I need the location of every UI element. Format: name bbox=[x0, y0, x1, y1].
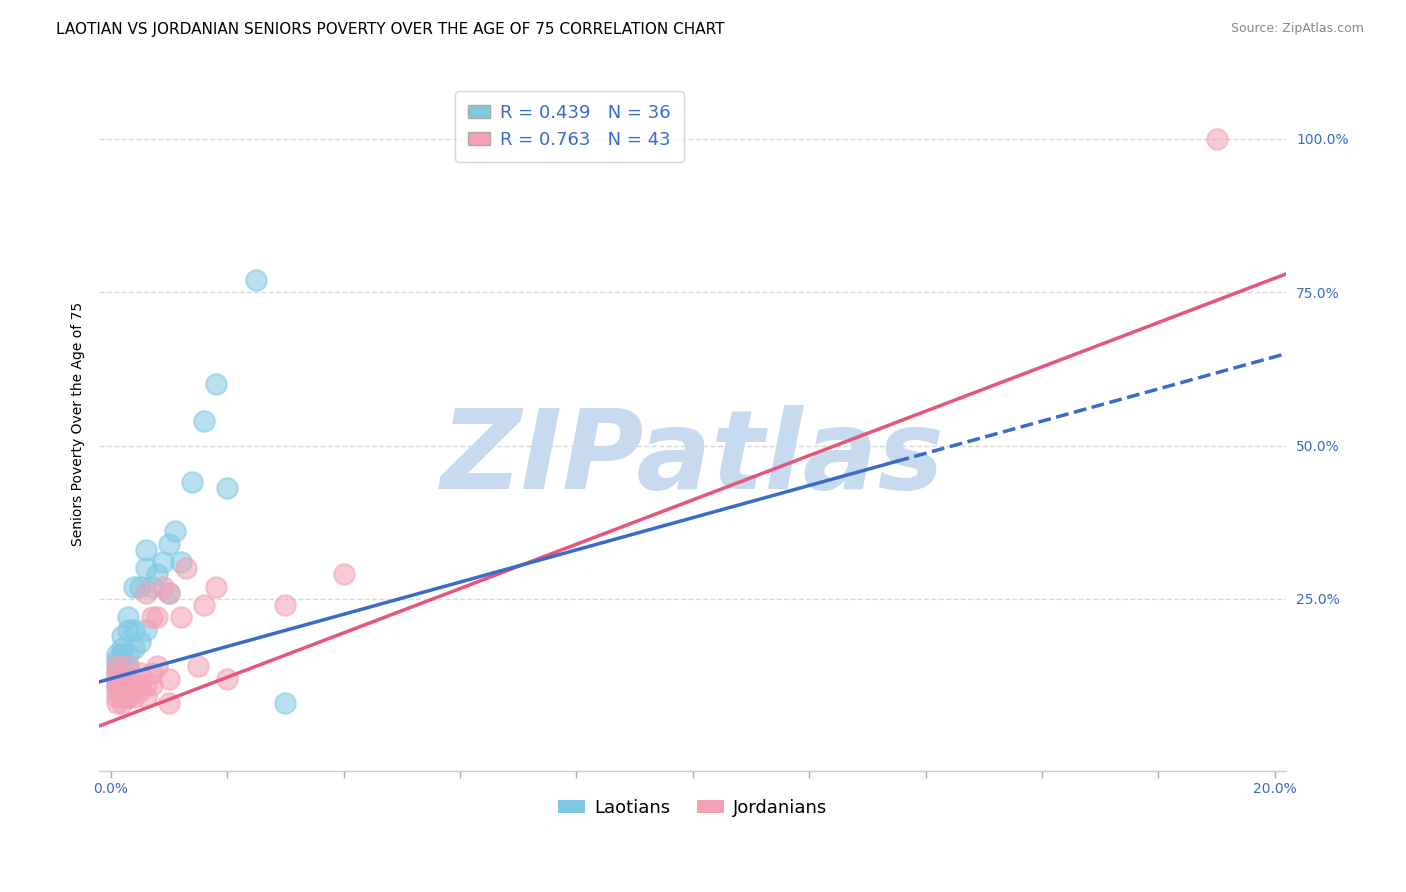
Point bbox=[111, 647, 134, 661]
Point bbox=[105, 678, 128, 692]
Point bbox=[146, 610, 169, 624]
Point bbox=[128, 665, 150, 680]
Point bbox=[117, 690, 139, 704]
Point bbox=[105, 672, 128, 686]
Point bbox=[105, 696, 128, 710]
Point bbox=[204, 580, 226, 594]
Point bbox=[157, 537, 180, 551]
Point bbox=[122, 580, 145, 594]
Text: Source: ZipAtlas.com: Source: ZipAtlas.com bbox=[1230, 22, 1364, 36]
Point bbox=[169, 555, 191, 569]
Point bbox=[157, 672, 180, 686]
Point bbox=[204, 377, 226, 392]
Point bbox=[105, 665, 128, 680]
Point bbox=[157, 586, 180, 600]
Point bbox=[146, 567, 169, 582]
Point bbox=[187, 659, 209, 673]
Point bbox=[128, 580, 150, 594]
Point bbox=[105, 678, 128, 692]
Point bbox=[122, 690, 145, 704]
Point bbox=[141, 610, 163, 624]
Point bbox=[141, 665, 163, 680]
Point bbox=[135, 678, 157, 692]
Point bbox=[181, 475, 204, 490]
Point bbox=[176, 561, 198, 575]
Point bbox=[152, 580, 174, 594]
Point bbox=[111, 678, 134, 692]
Point bbox=[332, 567, 354, 582]
Point bbox=[245, 273, 267, 287]
Point bbox=[111, 640, 134, 655]
Point bbox=[117, 659, 139, 673]
Point bbox=[111, 690, 134, 704]
Point bbox=[152, 555, 174, 569]
Point bbox=[193, 414, 215, 428]
Point bbox=[105, 647, 128, 661]
Point bbox=[105, 665, 128, 680]
Point bbox=[105, 684, 128, 698]
Point bbox=[217, 482, 239, 496]
Point bbox=[111, 684, 134, 698]
Point bbox=[169, 610, 191, 624]
Point bbox=[128, 635, 150, 649]
Point bbox=[157, 696, 180, 710]
Point bbox=[135, 623, 157, 637]
Point bbox=[122, 623, 145, 637]
Point bbox=[111, 659, 134, 673]
Point bbox=[146, 659, 169, 673]
Point bbox=[117, 623, 139, 637]
Point bbox=[122, 640, 145, 655]
Point bbox=[135, 586, 157, 600]
Point bbox=[1205, 132, 1227, 146]
Point bbox=[105, 659, 128, 673]
Point bbox=[117, 610, 139, 624]
Point bbox=[117, 647, 139, 661]
Point bbox=[135, 561, 157, 575]
Point bbox=[117, 678, 139, 692]
Point bbox=[157, 586, 180, 600]
Point bbox=[105, 672, 128, 686]
Point bbox=[128, 684, 150, 698]
Point bbox=[111, 629, 134, 643]
Point bbox=[135, 690, 157, 704]
Point bbox=[117, 659, 139, 673]
Point bbox=[111, 696, 134, 710]
Point bbox=[105, 653, 128, 667]
Point bbox=[135, 542, 157, 557]
Point bbox=[217, 672, 239, 686]
Text: LAOTIAN VS JORDANIAN SENIORS POVERTY OVER THE AGE OF 75 CORRELATION CHART: LAOTIAN VS JORDANIAN SENIORS POVERTY OVE… bbox=[56, 22, 724, 37]
Point bbox=[274, 696, 297, 710]
Point bbox=[193, 598, 215, 612]
Point bbox=[141, 678, 163, 692]
Point bbox=[122, 672, 145, 686]
Point bbox=[163, 524, 186, 539]
Legend: Laotians, Jordanians: Laotians, Jordanians bbox=[551, 791, 835, 824]
Point bbox=[105, 690, 128, 704]
Point bbox=[122, 684, 145, 698]
Text: ZIPatlas: ZIPatlas bbox=[441, 405, 945, 512]
Point bbox=[117, 684, 139, 698]
Point bbox=[141, 580, 163, 594]
Point bbox=[111, 672, 134, 686]
Point bbox=[128, 678, 150, 692]
Point bbox=[117, 690, 139, 704]
Point bbox=[274, 598, 297, 612]
Y-axis label: Seniors Poverty Over the Age of 75: Seniors Poverty Over the Age of 75 bbox=[72, 302, 86, 546]
Point bbox=[105, 659, 128, 673]
